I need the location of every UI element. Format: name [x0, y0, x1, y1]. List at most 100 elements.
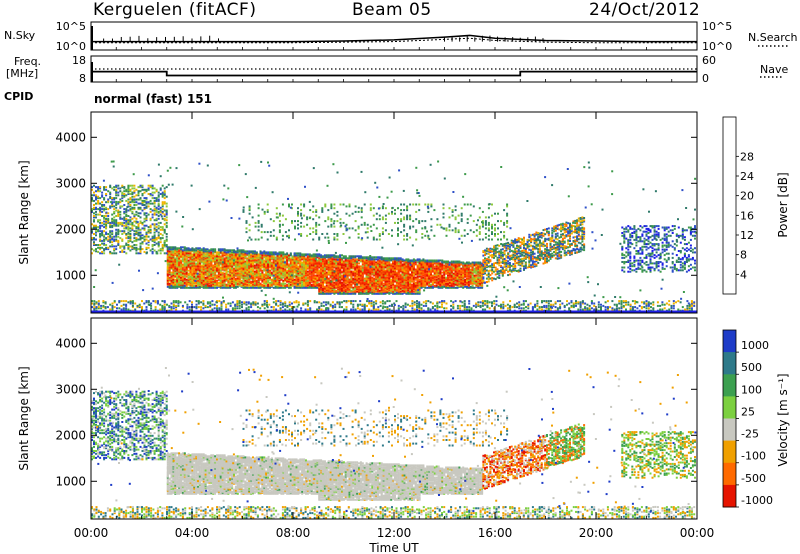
heat-cell: [388, 275, 391, 278]
heat-cell: [198, 249, 201, 252]
heat-cell: [310, 259, 313, 262]
heat-cell: [424, 286, 427, 289]
heat-cell: [373, 256, 376, 259]
heat-cell: [93, 184, 95, 187]
heat-cell: [97, 213, 100, 216]
heat-cell: [462, 268, 465, 271]
heat-cell: [238, 284, 241, 287]
heat-cell: [185, 263, 188, 266]
heat-cell: [418, 275, 421, 278]
heat-cell: [441, 259, 444, 262]
heat-cell: [373, 266, 376, 269]
noise-ytick-bottom: 10^0: [56, 40, 86, 53]
heat-cell: [270, 284, 273, 287]
heat-cell: [342, 291, 345, 294]
heat-cell: [363, 289, 366, 292]
heat-cell: [447, 282, 449, 285]
heat-cell: [308, 279, 311, 282]
heat-cell: [394, 288, 396, 291]
heat-cell: [392, 283, 395, 286]
heat-cell: [373, 283, 376, 286]
heat-cell: [437, 277, 440, 280]
heat-cell: [221, 284, 224, 287]
date-title: 24/Oct/2012: [589, 0, 701, 20]
heat-cell: [388, 261, 391, 264]
heat-cell: [289, 286, 292, 289]
heat-cell: [348, 259, 351, 262]
heat-cell: [318, 276, 321, 279]
heat-cell: [458, 267, 461, 270]
heat-cell: [95, 244, 97, 246]
heat-cell: [428, 272, 431, 275]
heat-cell: [93, 237, 95, 240]
heat-cell: [335, 291, 338, 294]
heat-cell: [276, 259, 279, 262]
heat-cell: [350, 292, 353, 295]
heat-cell: [216, 279, 218, 282]
heat-cell: [448, 281, 451, 284]
heat-cell: [395, 271, 398, 274]
heat-cell: [280, 260, 283, 263]
heat-cell: [356, 266, 359, 269]
heat-cell: [278, 266, 281, 269]
heat-cell: [325, 259, 328, 262]
heat-cell: [375, 292, 378, 295]
heat-cell: [242, 259, 245, 262]
heat-cell: [354, 258, 357, 261]
heat-cell: [445, 260, 448, 263]
heat-cell: [352, 277, 355, 280]
heat-cell: [200, 284, 203, 287]
heat-cell: [361, 265, 364, 268]
heat-cell: [348, 292, 351, 295]
heat-cell: [225, 249, 228, 252]
heat-cell: [269, 284, 271, 287]
heat-cell: [431, 269, 434, 272]
heat-cell: [412, 292, 415, 295]
heat-cell: [380, 258, 383, 261]
heat-cell: [91, 188, 93, 191]
heat-cell: [316, 274, 319, 277]
heat-cell: [197, 250, 200, 253]
heat-cell: [358, 265, 360, 268]
heat-cell: [448, 275, 451, 278]
heat-cell: [352, 255, 355, 258]
heat-cell: [174, 257, 177, 260]
heat-cell: [295, 269, 298, 272]
heat-cell: [238, 275, 241, 278]
heat-cell: [371, 283, 374, 286]
heat-cell: [170, 253, 173, 256]
heat-cell: [97, 197, 100, 200]
heat-cell: [246, 271, 249, 274]
heat-cell: [187, 276, 190, 279]
heat-cell: [99, 206, 102, 209]
heat-cell: [473, 286, 476, 289]
heat-cell: [411, 269, 413, 272]
heat-cell: [481, 284, 484, 287]
heat-cell: [426, 286, 429, 289]
heat-cell: [259, 260, 262, 263]
heat-cell: [189, 266, 192, 269]
heat-cell: [428, 275, 431, 278]
heat-cell: [206, 267, 209, 270]
heat-cell: [308, 285, 311, 288]
heat-cell: [346, 267, 349, 270]
heat-cell: [180, 286, 182, 289]
heat-cell: [341, 281, 343, 284]
heat-cell: [469, 268, 472, 271]
heat-cell: [284, 284, 287, 287]
heat-cell: [234, 269, 237, 272]
heat-cell: [405, 291, 408, 294]
heat-cell: [238, 272, 241, 275]
heat-cell: [441, 267, 444, 270]
heat-cell: [269, 276, 271, 279]
heat-cell: [212, 250, 215, 253]
heat-cell: [348, 288, 351, 291]
heat-cell: [284, 282, 287, 285]
heat-cell: [214, 248, 217, 251]
heat-cell: [424, 275, 427, 278]
heat-cell: [433, 284, 436, 287]
heat-cell: [278, 283, 281, 286]
heat-cell: [323, 292, 326, 295]
heat-cell: [185, 250, 188, 253]
heat-cell: [350, 266, 353, 269]
